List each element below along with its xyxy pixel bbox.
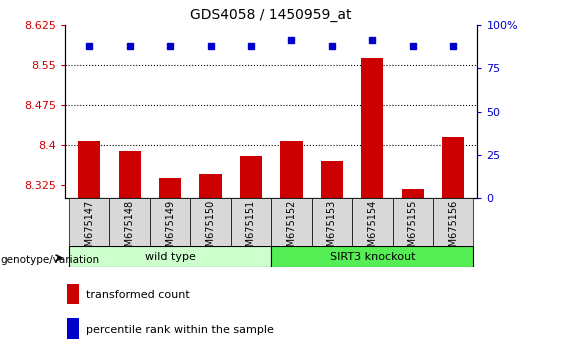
Bar <box>78 141 101 198</box>
Text: GSM675151: GSM675151 <box>246 200 256 259</box>
Bar <box>321 161 343 198</box>
Bar <box>67 319 80 339</box>
Bar <box>159 178 181 198</box>
Bar <box>393 198 433 246</box>
Text: GSM675148: GSM675148 <box>125 200 134 259</box>
Bar <box>442 137 464 198</box>
Text: percentile rank within the sample: percentile rank within the sample <box>86 325 273 335</box>
Text: wild type: wild type <box>145 252 195 262</box>
Text: GSM675150: GSM675150 <box>206 200 215 259</box>
Bar <box>361 58 384 198</box>
Text: GSM675156: GSM675156 <box>448 200 458 259</box>
Bar <box>110 198 150 246</box>
Text: transformed count: transformed count <box>86 290 189 300</box>
Text: GSM675155: GSM675155 <box>408 200 418 259</box>
Bar <box>67 284 80 304</box>
Bar <box>150 198 190 246</box>
Bar <box>352 198 393 246</box>
Bar <box>69 246 271 267</box>
Bar <box>271 246 473 267</box>
Bar <box>190 198 231 246</box>
Bar <box>69 198 110 246</box>
Bar <box>402 189 424 198</box>
Text: GSM675149: GSM675149 <box>165 200 175 259</box>
Bar <box>240 155 262 198</box>
Bar <box>312 198 352 246</box>
Text: GSM675154: GSM675154 <box>367 200 377 259</box>
Bar <box>199 174 221 198</box>
Title: GDS4058 / 1450959_at: GDS4058 / 1450959_at <box>190 8 352 22</box>
Bar <box>280 141 302 198</box>
Bar <box>231 198 271 246</box>
Bar <box>271 198 312 246</box>
Text: GSM675147: GSM675147 <box>84 200 94 259</box>
Text: GSM675153: GSM675153 <box>327 200 337 259</box>
Bar <box>119 151 141 198</box>
Text: SIRT3 knockout: SIRT3 knockout <box>329 252 415 262</box>
Bar <box>433 198 473 246</box>
Text: genotype/variation: genotype/variation <box>1 255 99 265</box>
Text: GSM675152: GSM675152 <box>286 200 297 259</box>
